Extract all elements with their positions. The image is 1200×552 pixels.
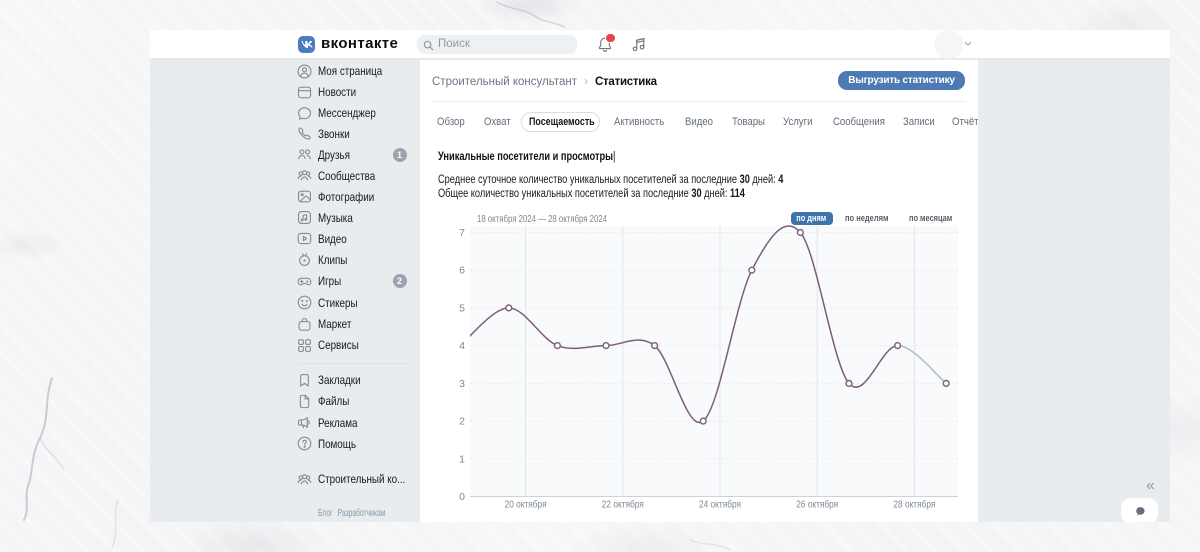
svg-text:20 октября: 20 октября bbox=[505, 499, 547, 511]
svg-text:5: 5 bbox=[459, 302, 465, 314]
svg-text:2: 2 bbox=[459, 416, 465, 428]
svg-text:4: 4 bbox=[459, 340, 465, 352]
svg-text:1: 1 bbox=[459, 453, 465, 465]
svg-text:7: 7 bbox=[459, 227, 465, 239]
svg-text:28 октября: 28 октября bbox=[893, 499, 935, 511]
svg-text:3: 3 bbox=[459, 378, 465, 390]
svg-text:6: 6 bbox=[459, 265, 465, 277]
svg-text:0: 0 bbox=[459, 491, 465, 503]
svg-text:22 октября: 22 октября bbox=[602, 499, 644, 511]
svg-text:26 октября: 26 октября bbox=[796, 499, 838, 511]
svg-text:24 октября: 24 октября bbox=[699, 499, 741, 511]
